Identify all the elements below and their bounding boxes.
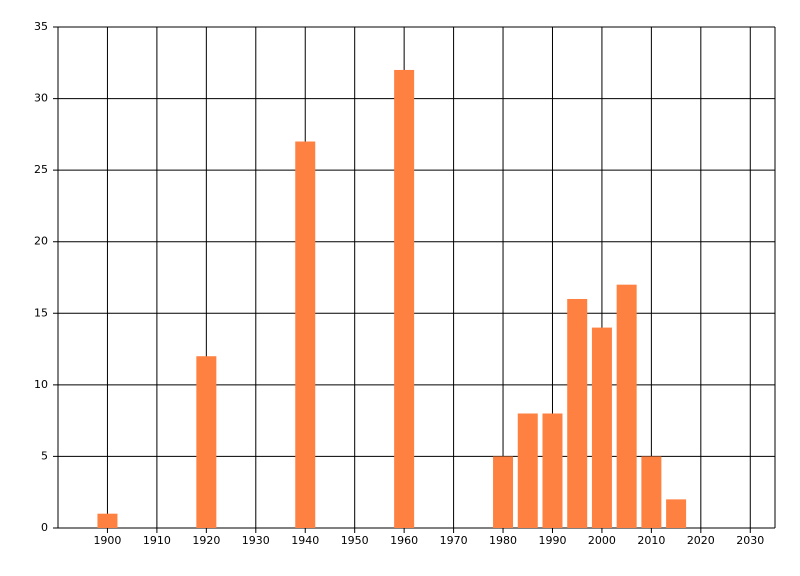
x-tick-label: 1990 — [538, 534, 566, 547]
x-tick-label: 1980 — [489, 534, 517, 547]
y-tick-label: 20 — [34, 235, 48, 248]
bar — [567, 298, 588, 528]
bar — [641, 456, 662, 528]
x-tick-label: 2010 — [637, 534, 665, 547]
y-tick-label: 35 — [34, 20, 48, 33]
x-tick-label: 1960 — [390, 534, 418, 547]
bar — [196, 356, 217, 528]
x-tick-label: 1940 — [291, 534, 319, 547]
y-tick-label: 25 — [34, 163, 48, 176]
x-tick-label: 2020 — [687, 534, 715, 547]
x-tick-label: 1920 — [192, 534, 220, 547]
bar — [295, 141, 316, 528]
x-tick-label: 2000 — [588, 534, 616, 547]
bar — [542, 413, 563, 528]
x-tick-label: 1970 — [440, 534, 468, 547]
y-tick-label: 15 — [34, 306, 48, 319]
bar — [517, 413, 538, 528]
bar — [666, 499, 687, 528]
bar — [394, 69, 415, 528]
y-tick-label: 5 — [41, 449, 48, 462]
y-tick-label: 30 — [34, 92, 48, 105]
y-tick-label: 0 — [41, 521, 48, 534]
x-tick-label: 1950 — [341, 534, 369, 547]
y-tick-label: 10 — [34, 378, 48, 391]
bar — [591, 327, 612, 528]
bar — [493, 456, 514, 528]
bar — [616, 284, 637, 528]
bar — [97, 513, 118, 528]
x-tick-label: 1910 — [143, 534, 171, 547]
x-tick-label: 2030 — [736, 534, 764, 547]
x-tick-label: 1900 — [93, 534, 121, 547]
x-tick-label: 1930 — [242, 534, 270, 547]
